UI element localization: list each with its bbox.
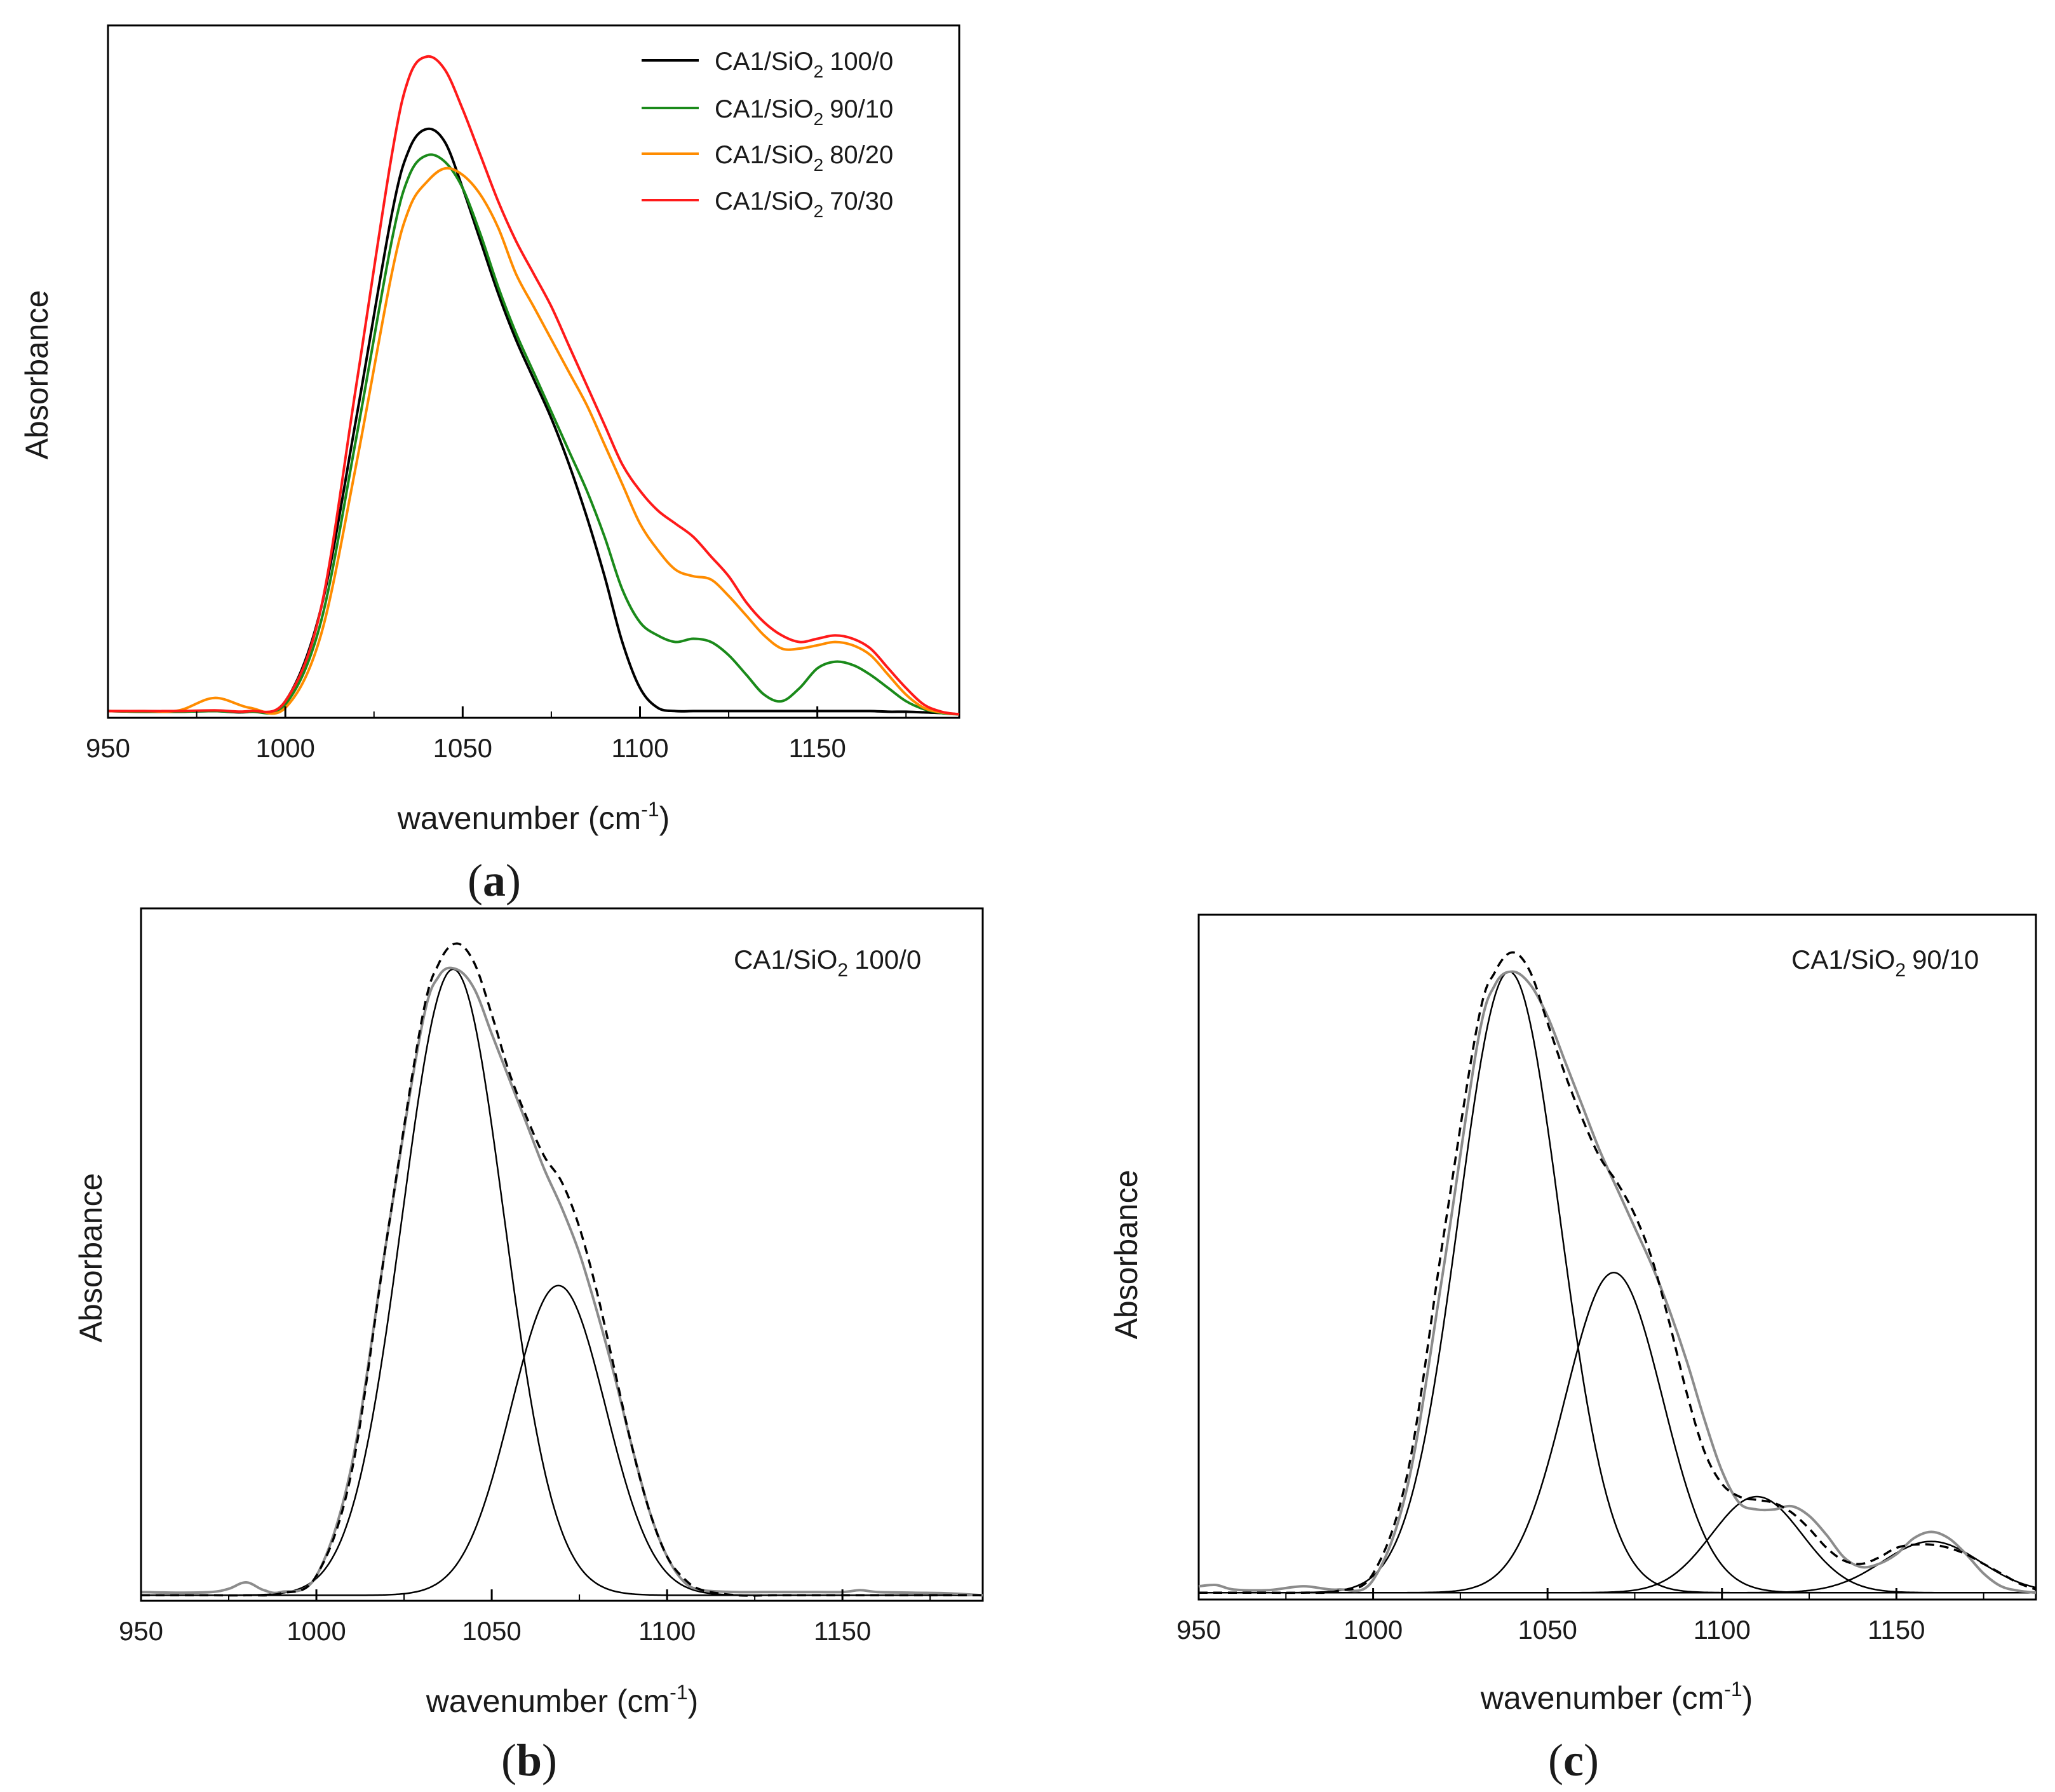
legend-label-4: CA1/SiO2 70/30 xyxy=(715,187,893,221)
panel-a-plot-frame xyxy=(107,24,960,719)
x-tick-label-1150: 1150 xyxy=(789,733,846,763)
fit-sum-dashed-line xyxy=(1199,951,2037,1594)
x-tick-label-1000: 1000 xyxy=(286,1616,346,1646)
panel-a-x-ticks: 950 1000 1050 1100 1150 xyxy=(86,706,907,763)
legend-entry-4: CA1/SiO2 70/30 xyxy=(642,187,893,221)
x-tick-label-1000: 1000 xyxy=(255,733,314,763)
legend-entry-1: CA1/SiO2 100/0 xyxy=(642,48,893,81)
x-tick-label-1050: 1050 xyxy=(1518,1615,1577,1645)
panel-c-chart: 950 1000 1050 1100 1150 CA1/SiO2 90/10 Absorb… xyxy=(1108,913,2037,1786)
panel-b-series-group xyxy=(140,942,983,1597)
panel-c-y-axis-label: Absorbance xyxy=(1108,1170,1144,1340)
panel-c-plot-frame xyxy=(1197,913,2037,1601)
series-line-3 xyxy=(107,166,960,716)
x-tick-label-1150: 1150 xyxy=(1868,1615,1925,1645)
series-line-1 xyxy=(107,127,960,716)
legend-entry-3: CA1/SiO2 80/20 xyxy=(642,141,893,175)
panel-b-plot-frame xyxy=(140,907,984,1602)
panel-a-y-axis-label: Absorbance xyxy=(19,290,55,460)
x-tick-label-1100: 1100 xyxy=(1694,1615,1751,1645)
fit-sum-dashed-line xyxy=(140,942,983,1597)
legend-entry-2: CA1/SiO2 90/10 xyxy=(642,95,893,129)
legend-label-1: CA1/SiO2 100/0 xyxy=(715,48,893,81)
experimental-spectrum-line xyxy=(140,966,983,1597)
x-tick-label-950: 950 xyxy=(86,733,130,763)
x-tick-label-1100: 1100 xyxy=(638,1616,696,1646)
legend-label-3: CA1/SiO2 80/20 xyxy=(715,141,893,175)
series-line-4 xyxy=(108,55,960,716)
x-tick-label-1100: 1100 xyxy=(611,733,668,763)
panel-c-series-group xyxy=(1198,951,2037,1594)
component-peak-2 xyxy=(1199,1272,2036,1594)
x-tick-label-1000: 1000 xyxy=(1344,1615,1403,1645)
panel-a-chart: 950 1000 1050 1100 1150 CA1/SiO2 100/0 CA1/Si… xyxy=(19,24,960,906)
legend-label-2: CA1/SiO2 90/10 xyxy=(715,95,893,129)
x-tick-label-1050: 1050 xyxy=(433,733,492,763)
panel-b-annotation: CA1/SiO2 100/0 xyxy=(734,945,921,981)
panel-c-x-ticks: 950 1000 1050 1100 1150 xyxy=(1176,1588,1984,1645)
component-peak-1 xyxy=(140,968,983,1596)
panel-b-x-ticks: 950 1000 1050 1100 1150 xyxy=(119,1589,931,1646)
component-peak-1 xyxy=(1199,971,2036,1594)
experimental-spectrum-line xyxy=(1198,970,2037,1594)
component-peak-3 xyxy=(1199,1495,2036,1594)
panel-a-x-axis-label: wavenumber (cm-1) xyxy=(397,798,670,836)
panel-c-annotation: CA1/SiO2 90/10 xyxy=(1791,945,1979,981)
panel-a-legend: CA1/SiO2 100/0 CA1/SiO2 90/10 CA1/SiO2 80/2… xyxy=(642,48,893,221)
panel-a-series-group xyxy=(107,55,960,716)
panel-c-x-axis-label: wavenumber (cm-1) xyxy=(1480,1678,1753,1716)
series-line-2 xyxy=(107,153,960,716)
panel-c-letter: (c) xyxy=(1548,1735,1599,1786)
panel-b-y-axis-label: Absorbance xyxy=(73,1173,109,1343)
panel-b-x-axis-label: wavenumber (cm-1) xyxy=(426,1681,699,1719)
x-tick-label-950: 950 xyxy=(119,1616,163,1646)
x-tick-label-1050: 1050 xyxy=(462,1616,521,1646)
x-tick-label-1150: 1150 xyxy=(814,1616,871,1646)
component-peak-4 xyxy=(1199,1540,2037,1594)
panel-b-letter: (b) xyxy=(501,1735,557,1786)
panel-b-chart: 950 1000 1050 1100 1150 CA1/SiO2 100/0 Absorb… xyxy=(73,907,984,1786)
component-peak-2 xyxy=(140,1284,983,1596)
x-tick-label-950: 950 xyxy=(1176,1615,1221,1645)
panel-a-letter: (a) xyxy=(468,855,521,906)
